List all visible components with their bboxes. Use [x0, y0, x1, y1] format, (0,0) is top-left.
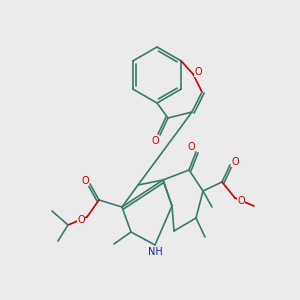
- Text: O: O: [194, 67, 202, 77]
- Text: O: O: [77, 215, 85, 225]
- Text: NH: NH: [148, 247, 162, 257]
- Text: O: O: [81, 176, 89, 186]
- Text: O: O: [231, 157, 239, 167]
- Text: O: O: [187, 142, 195, 152]
- Text: O: O: [151, 136, 159, 146]
- Text: O: O: [237, 196, 245, 206]
